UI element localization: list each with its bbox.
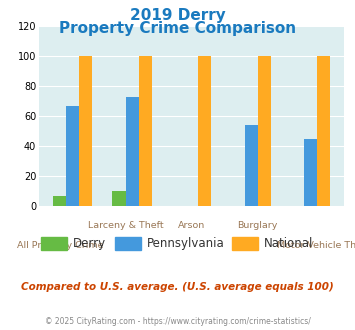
Text: All Property Crime: All Property Crime [17, 241, 103, 250]
Text: © 2025 CityRating.com - https://www.cityrating.com/crime-statistics/: © 2025 CityRating.com - https://www.city… [45, 317, 310, 326]
Bar [258, 56, 271, 206]
Text: Larceny & Theft: Larceny & Theft [88, 221, 164, 230]
Bar [139, 56, 152, 206]
Bar [79, 56, 92, 206]
Text: Compared to U.S. average. (U.S. average equals 100): Compared to U.S. average. (U.S. average … [21, 282, 334, 292]
Text: Property Crime Comparison: Property Crime Comparison [59, 21, 296, 36]
Bar [113, 191, 126, 206]
Bar [317, 56, 331, 206]
Text: Burglary: Burglary [237, 221, 278, 230]
Bar [53, 196, 66, 206]
Text: Motor Vehicle Theft: Motor Vehicle Theft [277, 241, 355, 250]
Text: 2019 Derry: 2019 Derry [130, 8, 225, 23]
Bar [66, 106, 79, 206]
Text: Arson: Arson [178, 221, 205, 230]
Bar [245, 125, 258, 206]
Legend: Derry, Pennsylvania, National: Derry, Pennsylvania, National [37, 232, 318, 255]
Bar [126, 97, 139, 206]
Bar [304, 139, 317, 206]
Bar [198, 56, 211, 206]
